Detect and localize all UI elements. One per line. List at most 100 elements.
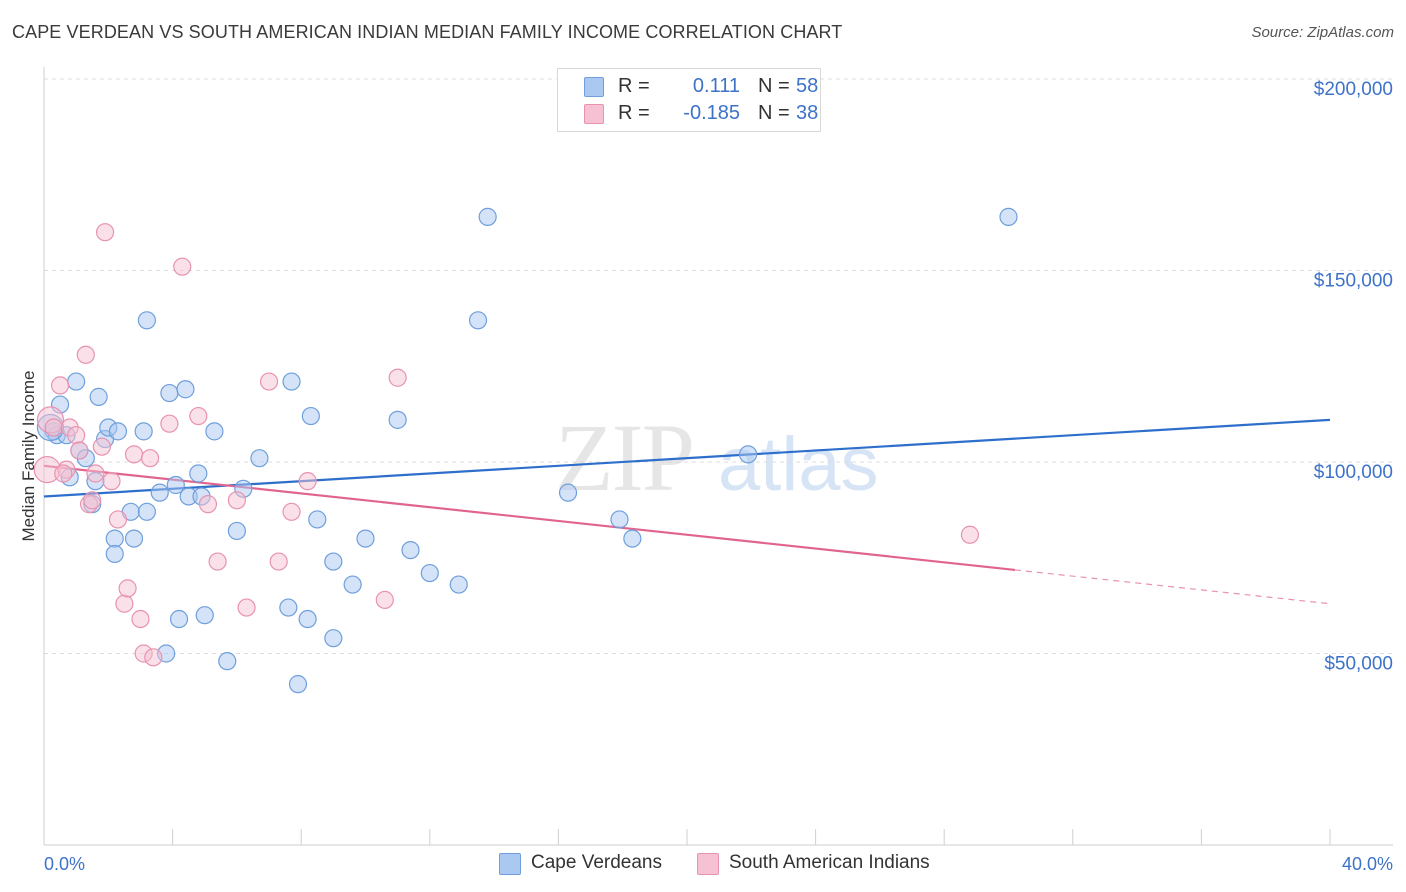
south-american-indian-point[interactable] — [118, 579, 137, 598]
south-american-indian-point[interactable] — [960, 525, 980, 544]
cape-verdean-point[interactable] — [343, 575, 362, 594]
south-american-indian-point[interactable] — [44, 418, 63, 437]
cape-verdean-point[interactable] — [356, 529, 375, 548]
cape-verdean-point[interactable] — [124, 529, 144, 548]
trend-line-extrapolated — [1014, 569, 1331, 605]
grid-lines — [44, 78, 1393, 654]
cape-verdean-point[interactable] — [738, 445, 758, 464]
cape-verdean-point[interactable] — [999, 207, 1018, 226]
legend-r-value: 0.111 — [692, 75, 740, 97]
cape-verdean-point[interactable] — [169, 609, 189, 629]
cape-verdean-point[interactable] — [227, 521, 246, 541]
watermark-atlas: atlas — [718, 422, 879, 507]
south-american-indian-point[interactable] — [83, 491, 102, 510]
cape-verdean-point[interactable] — [189, 464, 208, 483]
cape-verdean-point[interactable] — [205, 422, 224, 441]
south-american-indian-point[interactable] — [86, 464, 105, 483]
cape-verdean-point[interactable] — [250, 449, 269, 468]
south-american-indian-point[interactable] — [124, 445, 144, 464]
south-american-indian-point[interactable] — [144, 648, 163, 667]
trend-lines — [43, 418, 1331, 605]
cape-verdean-point[interactable] — [468, 311, 488, 330]
south-american-indian-point[interactable] — [131, 609, 150, 629]
y-tick-label: $50,000 — [1324, 654, 1393, 675]
y-tick-label: $150,000 — [1314, 271, 1393, 292]
south-american-indian-point[interactable] — [298, 472, 317, 491]
south-american-indian-point[interactable] — [67, 426, 86, 445]
south-american-indian-point[interactable] — [198, 495, 218, 514]
south-american-indian-point[interactable] — [95, 223, 115, 242]
south-american-indian-point[interactable] — [237, 598, 256, 617]
source-attribution: Source: ZipAtlas.com — [1251, 24, 1394, 41]
correlation-legend: R = 0.111 N = 58 R = -0.185 N = 38 — [557, 68, 821, 132]
south-american-indian-point[interactable] — [76, 345, 95, 364]
cape-verdean-point[interactable] — [449, 575, 468, 594]
legend-swatch-blue — [584, 77, 604, 97]
cape-verdean-point[interactable] — [160, 383, 179, 403]
bottom-legend-label: South American Indians — [729, 852, 930, 873]
south-american-indian-point[interactable] — [227, 491, 246, 510]
cape-verdean-point[interactable] — [108, 422, 128, 441]
cape-verdean-point[interactable] — [137, 311, 156, 330]
south-american-indian-point[interactable] — [259, 372, 279, 391]
trend-line-solid — [43, 464, 1016, 572]
legend-n-value: 58 — [796, 75, 819, 97]
cape-verdean-point[interactable] — [218, 652, 237, 671]
cape-verdean-point[interactable] — [67, 372, 86, 391]
south-american-indian-point[interactable] — [54, 464, 73, 483]
y-axis-label: Median Family Income — [19, 370, 38, 541]
cape-verdean-point[interactable] — [308, 510, 327, 529]
south-american-indian-point[interactable] — [108, 510, 128, 529]
axes — [43, 67, 1393, 846]
cape-verdean-point[interactable] — [288, 675, 308, 694]
bottom-legend-label: Cape Verdeans — [531, 852, 662, 873]
watermark-zip: ZIP — [555, 404, 693, 511]
legend-swatch-pink — [584, 104, 604, 124]
south-american-indian-point[interactable] — [115, 594, 134, 613]
south-american-indian-point[interactable] — [92, 437, 111, 456]
south-american-indian-point[interactable] — [282, 502, 301, 521]
cape-verdean-point[interactable] — [324, 629, 343, 648]
south-american-indian-point[interactable] — [375, 590, 394, 609]
cape-verdean-point[interactable] — [478, 207, 497, 226]
cape-verdean-point[interactable] — [195, 606, 214, 625]
south-american-indian-point[interactable] — [269, 552, 288, 571]
cape-verdean-point[interactable] — [401, 540, 420, 560]
bottom-legend-swatch-blue — [499, 853, 521, 875]
cape-verdean-point[interactable] — [324, 552, 343, 571]
cape-verdean-point[interactable] — [388, 410, 407, 429]
cape-verdean-point[interactable] — [89, 387, 108, 406]
south-american-indian-point[interactable] — [160, 414, 179, 433]
south-american-indian-point[interactable] — [70, 441, 89, 460]
south-american-indian-point[interactable] — [102, 472, 121, 491]
legend-n-value: 38 — [796, 102, 819, 124]
south-american-indian-point[interactable] — [208, 552, 227, 571]
south-american-indian-point[interactable] — [173, 257, 192, 276]
south-american-indian-point[interactable] — [388, 368, 407, 387]
south-american-indian-point[interactable] — [50, 376, 70, 395]
y-tick-label: $200,000 — [1314, 79, 1393, 100]
cape-verdean-point[interactable] — [623, 529, 642, 548]
data-points[interactable] — [33, 207, 1018, 694]
cape-verdean-point[interactable] — [610, 510, 629, 529]
cape-verdean-point[interactable] — [282, 372, 301, 391]
cape-verdean-point[interactable] — [134, 422, 153, 441]
cape-verdean-point[interactable] — [176, 380, 195, 399]
cape-verdean-point[interactable] — [279, 598, 298, 617]
south-american-indian-point[interactable] — [189, 406, 208, 426]
cape-verdean-point[interactable] — [298, 609, 317, 629]
x-tick-label-min: 0.0% — [44, 854, 85, 874]
cape-verdean-point[interactable] — [105, 544, 124, 564]
cape-verdean-point[interactable] — [137, 502, 156, 521]
cape-verdean-point[interactable] — [420, 563, 439, 583]
cape-verdean-point[interactable] — [301, 406, 320, 426]
cape-verdean-point[interactable] — [558, 483, 578, 502]
legend-r-label: R = — [618, 75, 650, 97]
y-tick-labels: $50,000 $100,000 $150,000 $200,000 — [1314, 79, 1393, 675]
chart-title: CAPE VERDEAN VS SOUTH AMERICAN INDIAN ME… — [12, 22, 843, 42]
south-american-indian-point[interactable] — [140, 449, 160, 468]
cape-verdean-point[interactable] — [105, 529, 124, 548]
cape-verdean-point[interactable] — [166, 475, 185, 495]
cape-verdean-point[interactable] — [150, 483, 169, 502]
